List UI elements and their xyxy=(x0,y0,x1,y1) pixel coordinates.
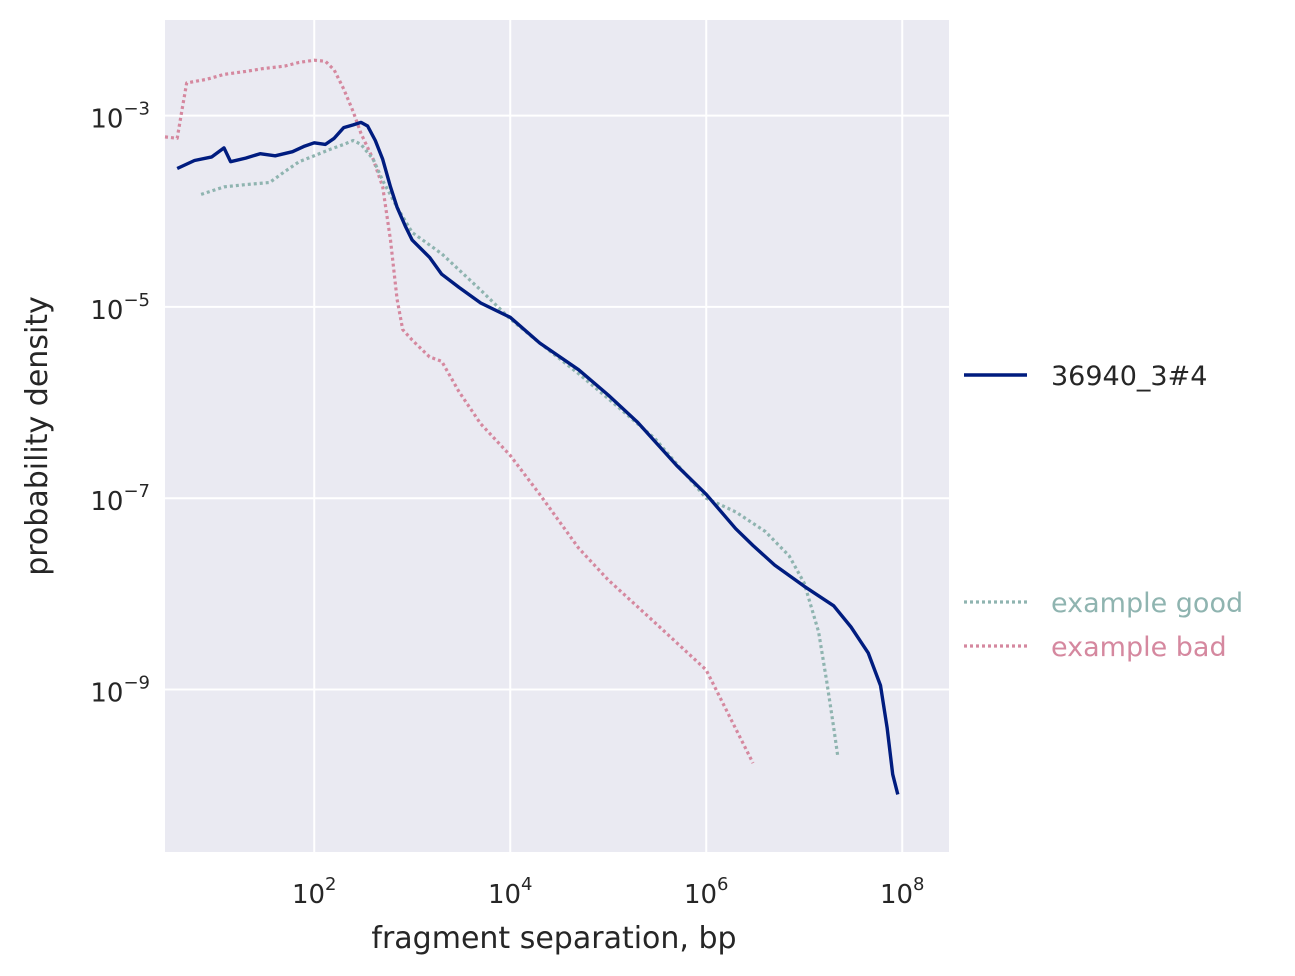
x-tick-label-1-base: 10 xyxy=(488,880,521,910)
series-line-1 xyxy=(200,138,840,757)
legend-label-2: example bad xyxy=(1051,632,1227,663)
x-tick-label-1: 104 xyxy=(488,874,533,910)
y-tick-label-3-base: 10 xyxy=(90,679,123,709)
y-tick-label-1: 10−5 xyxy=(90,290,150,326)
x-axis-label: fragment separation, bp xyxy=(371,921,736,956)
x-tick-label-0-base: 10 xyxy=(292,880,325,910)
grid xyxy=(165,20,949,852)
legend-label-1: example good xyxy=(1051,588,1243,619)
plot-background xyxy=(165,20,949,852)
y-tick-label-3-exponent: −9 xyxy=(123,673,150,694)
y-tick-label-0-base: 10 xyxy=(90,105,123,135)
y-axis-label: probability density xyxy=(20,296,55,576)
y-tick-label-1-exponent: −5 xyxy=(123,290,150,311)
y-tick-label-1-base: 10 xyxy=(90,296,123,326)
x-tick-label-2: 106 xyxy=(684,874,729,910)
x-tick-label-3: 108 xyxy=(880,874,925,910)
x-tick-label-0-exponent: 2 xyxy=(325,874,336,895)
x-tick-label-2-exponent: 6 xyxy=(717,874,728,895)
legend-label-0: 36940_3#4 xyxy=(1051,361,1207,392)
y-tick-label-2-base: 10 xyxy=(90,487,123,517)
y-tick-label-0-exponent: −3 xyxy=(123,99,150,120)
series-layer xyxy=(164,58,900,795)
x-tick-label-3-exponent: 8 xyxy=(913,874,924,895)
y-tick-label-2-exponent: −7 xyxy=(123,481,150,502)
y-tick-label-0: 10−3 xyxy=(90,99,150,135)
y-tick-label-2: 10−7 xyxy=(90,481,150,517)
series-line-0 xyxy=(176,120,900,795)
x-tick-label-2-base: 10 xyxy=(684,880,717,910)
x-tick-label-0: 102 xyxy=(292,874,337,910)
y-tick-label-3: 10−9 xyxy=(90,673,150,709)
x-tick-label-3-base: 10 xyxy=(880,880,913,910)
x-tick-label-1-exponent: 4 xyxy=(521,874,532,895)
